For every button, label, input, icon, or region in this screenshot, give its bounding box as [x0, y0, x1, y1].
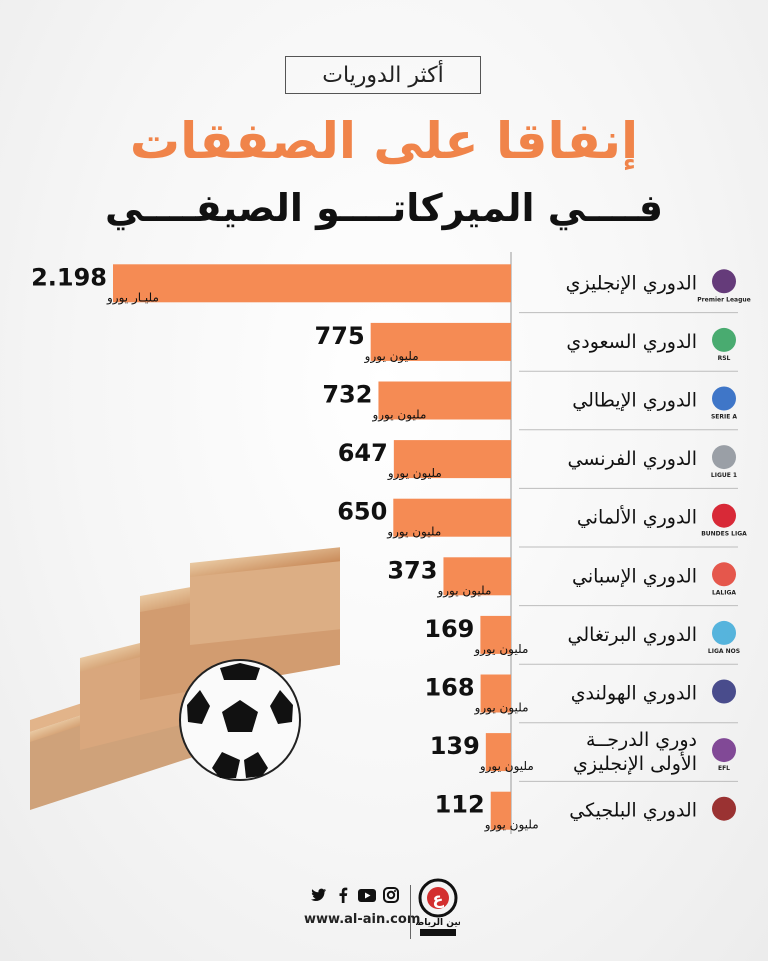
- value-label-7: 168: [424, 674, 474, 702]
- bar-1: [370, 322, 511, 361]
- unit-label-0: مليـار يورو: [106, 290, 159, 305]
- bar-3: [393, 440, 511, 479]
- liga-nos-icon-mark: [712, 620, 736, 645]
- bar-7: [480, 674, 511, 713]
- page-title: إنفاقا على الصفقات: [129, 112, 639, 170]
- premier-league-icon: Premier League: [697, 269, 751, 303]
- unit-label-3: مليون يورو: [387, 466, 442, 481]
- efl-icon-text: EFL: [718, 765, 730, 772]
- pro-league-icon-mark: [712, 796, 736, 821]
- bar-2: [378, 381, 511, 420]
- league-name-5: الدوري الإسباني: [572, 565, 697, 587]
- eredivisie-icon-mark: [712, 679, 736, 704]
- unit-label-9: مليون يورو: [484, 818, 539, 833]
- unit-label-8: مليون يورو: [479, 759, 534, 774]
- laliga-icon-text: LALIGA: [712, 589, 736, 596]
- unit-label-1: مليون يورو: [364, 349, 419, 364]
- page-subtitle: فــــي الميركاتــــو الصيفــــي: [104, 186, 664, 230]
- youtube-icon[interactable]: [358, 886, 376, 904]
- league-name-7: الدوري الهولندي: [571, 683, 697, 705]
- instagram-icon[interactable]: [382, 886, 400, 904]
- bar-4: [393, 498, 511, 537]
- value-label-1: 775: [315, 322, 365, 350]
- league-name-2: الدوري الإيطالي: [572, 390, 697, 412]
- unit-label-2: مليون يورو: [371, 408, 426, 423]
- serie-a-icon: SERIE A: [711, 386, 737, 421]
- efl-icon-mark: [712, 738, 736, 763]
- value-label-5: 373: [387, 556, 437, 584]
- bar-6: [480, 615, 511, 654]
- league-name-0: الدوري الإنجليزي: [566, 272, 697, 294]
- rsl-icon-mark: [712, 327, 736, 352]
- unit-label-5: مليون يورو: [436, 583, 491, 598]
- ligue-1-icon-mark: [712, 445, 736, 470]
- league-name-3: الدوري الفرنسي: [567, 448, 697, 470]
- brand-name: العين الرياضية: [416, 918, 460, 928]
- facebook-icon[interactable]: [334, 886, 352, 904]
- bar-8: [485, 733, 511, 772]
- unit-label-6: مليون يورو: [473, 642, 528, 657]
- laliga-icon: LALIGA: [712, 562, 736, 596]
- pro-league-icon: [712, 796, 736, 821]
- al-ain-sports-logo: ع العين الرياضية: [406, 878, 470, 938]
- ligue-1-icon-text: LIGUE 1: [711, 472, 737, 479]
- football-icon: [179, 659, 301, 781]
- rsl-icon: RSL: [712, 327, 736, 362]
- serie-a-icon-text: SERIE A: [711, 414, 737, 421]
- league-name-1: الدوري السعودي: [566, 331, 697, 353]
- league-name-8-1: الأولى الإنجليزي: [573, 752, 697, 775]
- league-name-6: الدوري البرتغالي: [568, 624, 697, 646]
- serie-a-icon-mark: [712, 386, 736, 411]
- bundesliga-icon-mark: [712, 503, 736, 528]
- value-label-9: 112: [435, 791, 485, 819]
- league-name-9: الدوري البلجيكي: [569, 800, 697, 822]
- kicker-label: أكثر الدوريات: [285, 56, 481, 94]
- svg-text:ع: ع: [433, 889, 445, 908]
- value-label-3: 647: [338, 439, 388, 467]
- value-label-6: 169: [424, 615, 474, 643]
- premier-league-icon-mark: [712, 269, 736, 294]
- bar-5: [443, 557, 511, 596]
- value-label-0: 2.198: [31, 263, 107, 291]
- value-label-4: 650: [337, 498, 387, 526]
- rsl-icon-text: RSL: [718, 355, 731, 362]
- league-name-8-0: دوري الدرجــة: [586, 729, 697, 751]
- unit-label-4: مليون يورو: [386, 525, 441, 540]
- premier-league-icon-text: Premier League: [697, 296, 750, 303]
- liga-nos-icon: LIGA NOS: [708, 620, 740, 655]
- bundesliga-icon-text: BUNDES LIGA: [701, 531, 747, 538]
- social-icons: [310, 886, 400, 904]
- bar-0: [113, 264, 511, 303]
- footer-divider: [410, 885, 411, 939]
- liga-nos-icon-text: LIGA NOS: [708, 648, 740, 655]
- ligue-1-icon: LIGUE 1: [711, 445, 737, 479]
- unit-label-7: مليون يورو: [474, 701, 529, 716]
- twitter-icon[interactable]: [310, 886, 328, 904]
- bundesliga-icon: BUNDES LIGA: [701, 503, 747, 538]
- laliga-icon-mark: [712, 562, 736, 587]
- value-label-2: 732: [322, 381, 372, 409]
- site-url[interactable]: www.al-ain.com: [304, 912, 421, 927]
- value-label-8: 139: [430, 732, 480, 760]
- efl-icon: EFL: [712, 738, 736, 772]
- bar-9: [490, 791, 511, 830]
- money-stack-illustration: [30, 547, 340, 810]
- eredivisie-icon: [712, 679, 736, 704]
- league-name-4: الدوري الألماني: [577, 506, 697, 529]
